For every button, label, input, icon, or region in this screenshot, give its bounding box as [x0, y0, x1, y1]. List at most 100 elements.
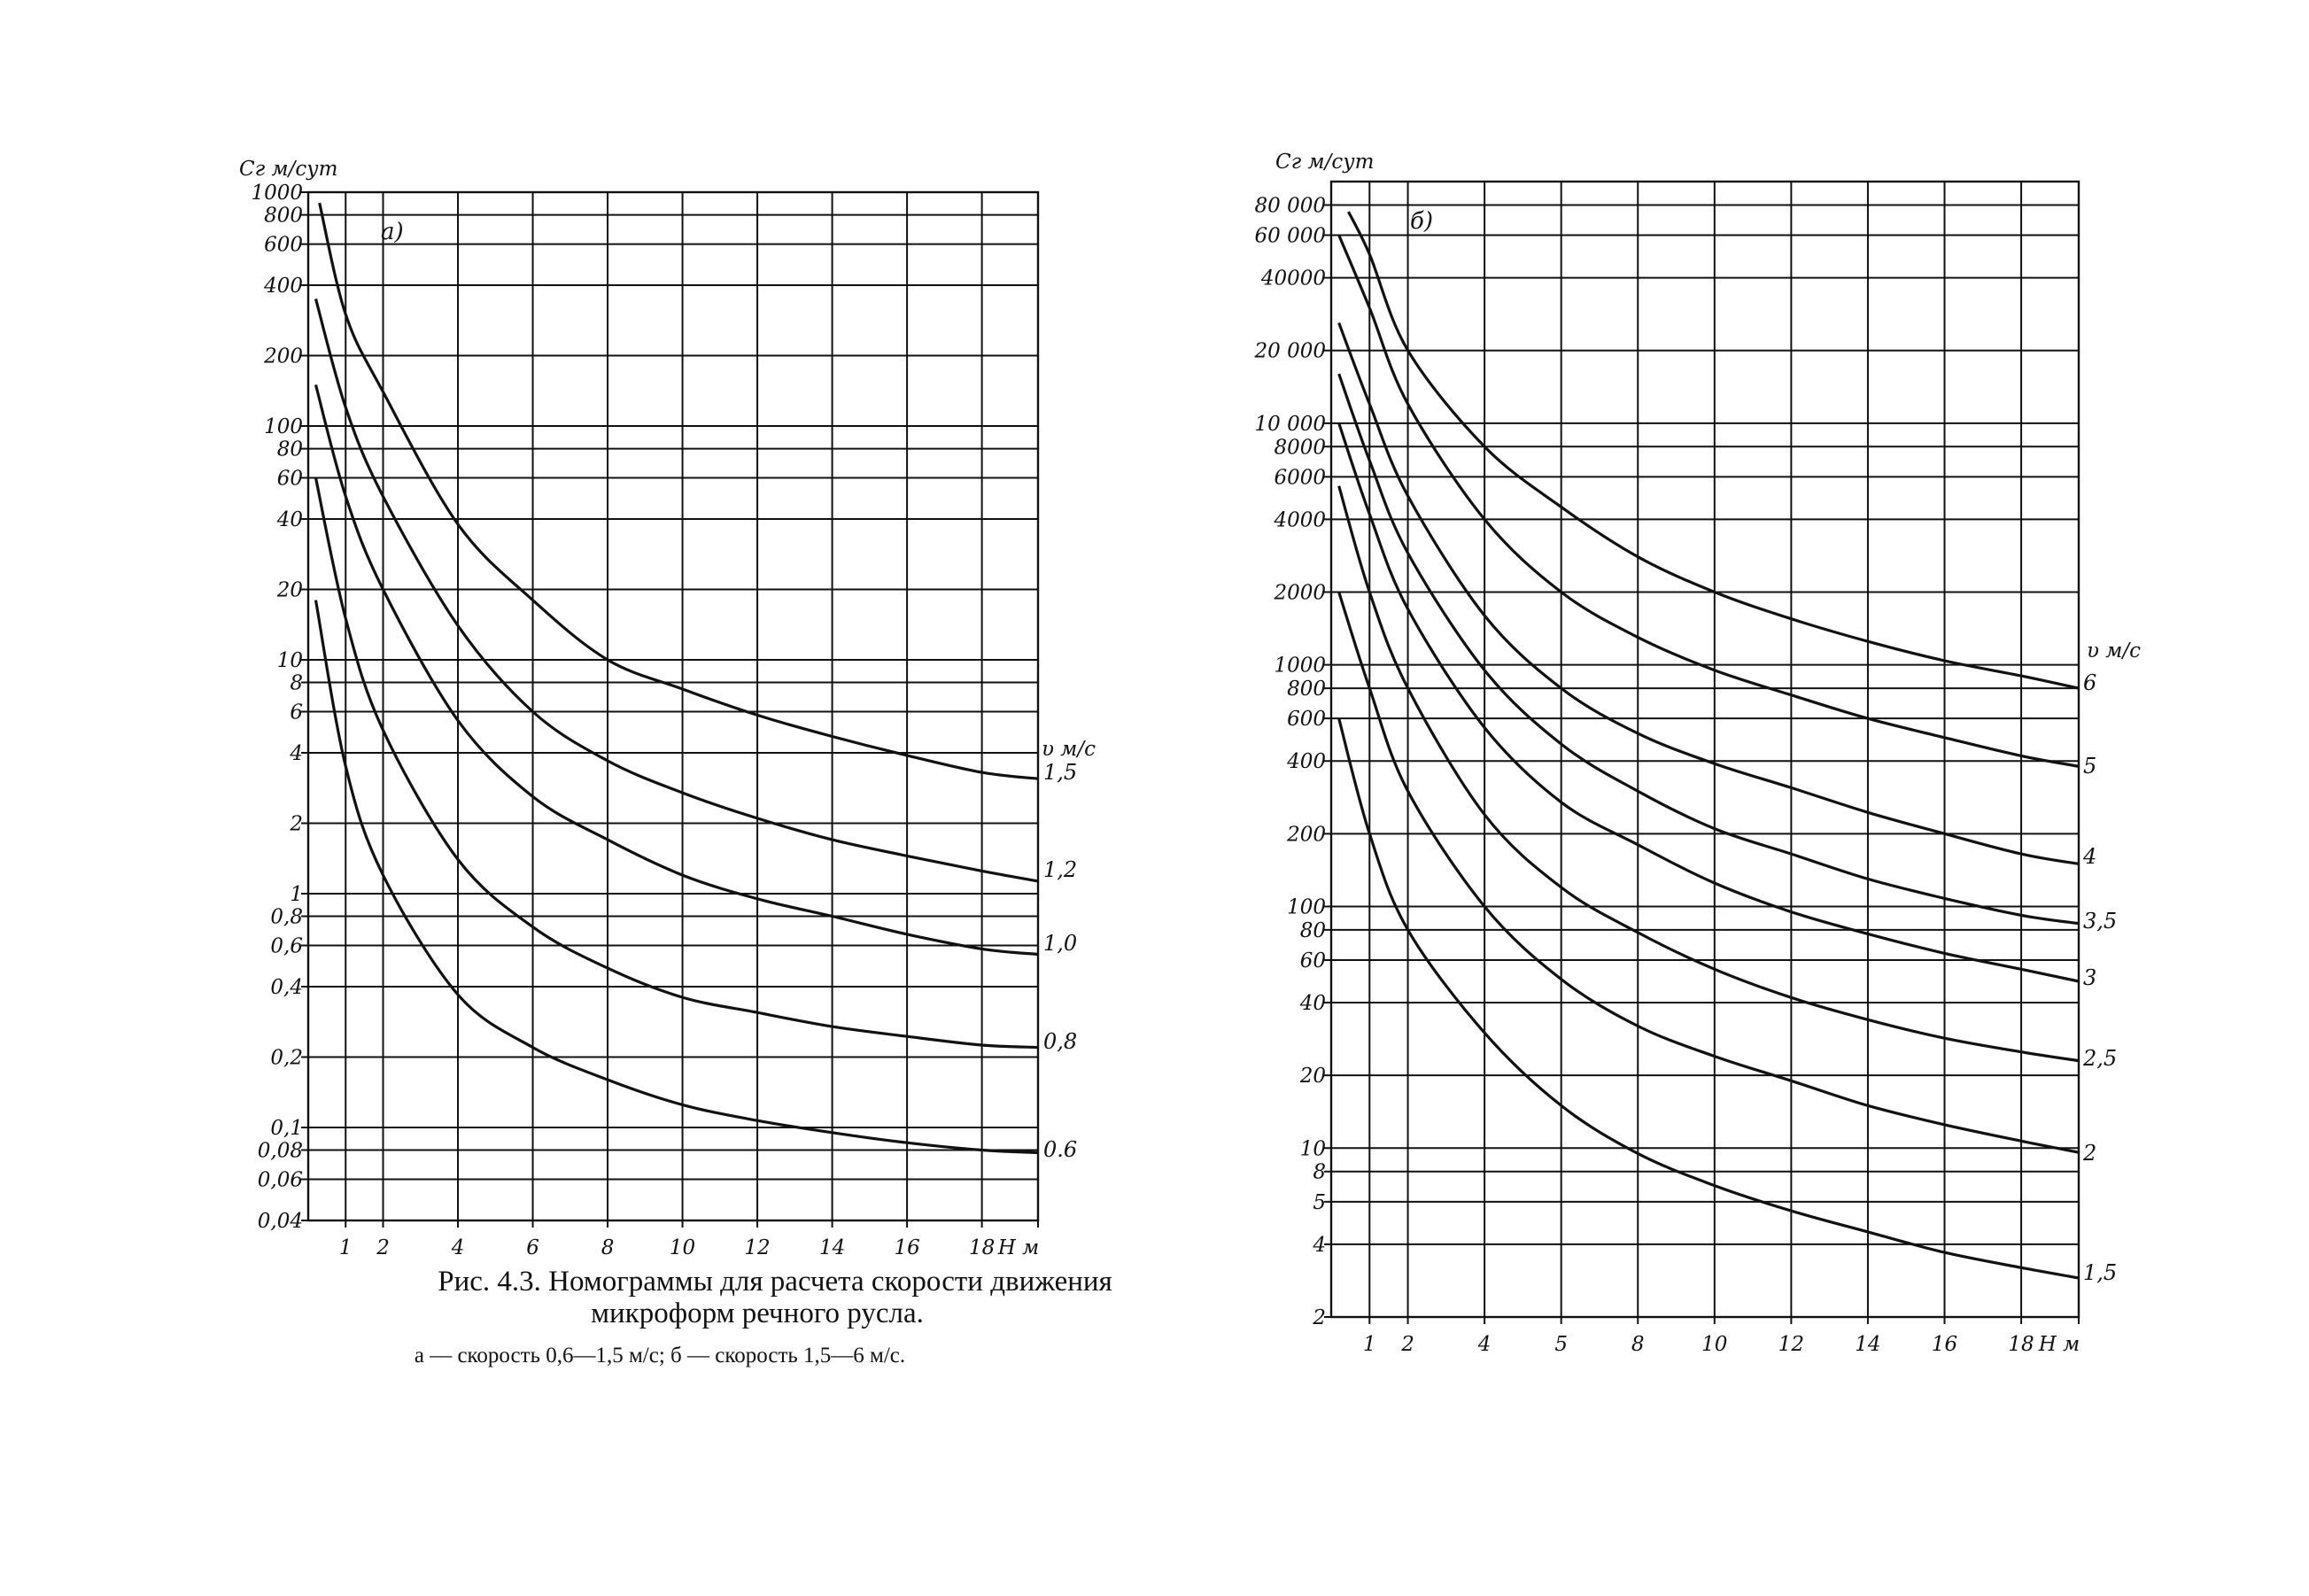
figure-caption: Рис. 4.3. Номограммы для расчета скорост… [415, 1266, 1112, 1367]
series-curve [1337, 373, 2080, 926]
y-tick-label: 0,04 [258, 1210, 303, 1233]
caption-line-2: микроформ речного русла. [591, 1298, 924, 1329]
y-tick-label: 0,06 [258, 1169, 303, 1192]
y-tick-label: 200 [1286, 823, 1326, 846]
series-label: 1,5 [2083, 1260, 2117, 1285]
x-tick-label: 8 [1631, 1333, 1645, 1356]
series-label: 0,8 [1043, 1029, 1077, 1054]
series-curve [314, 384, 1039, 957]
series-curve [1337, 717, 2080, 1280]
x-tick-label: 1 [1363, 1333, 1376, 1356]
x-tick-label: 16 [1932, 1333, 1957, 1356]
y-tick-label: 0,8 [270, 906, 303, 929]
y-tick-label: 4000 [1273, 508, 1326, 531]
series-curve [318, 202, 1039, 780]
series-label: 6 [2083, 670, 2096, 695]
y-tick-label: 0,2 [270, 1046, 303, 1069]
series-label: 3 [2083, 965, 2096, 990]
series-curve [1337, 485, 2080, 1063]
y-tick-label: 2000 [1273, 582, 1326, 605]
series-label: 3,5 [2083, 909, 2117, 934]
x-tick-label: 10 [670, 1236, 695, 1259]
y-tick-label: 100 [264, 415, 303, 438]
series-curve [1337, 322, 2080, 865]
series-label: 1,5 [1043, 760, 1077, 785]
caption-line-1: Рис. 4.3. Номограммы для расчета скорост… [438, 1266, 1112, 1298]
series-curve [1337, 234, 2080, 768]
x-tick-label: 2 [1400, 1333, 1414, 1356]
series-curve [314, 600, 1039, 1154]
x-tick-label: 12 [1778, 1333, 1804, 1356]
series-curve [1347, 211, 2080, 690]
y-tick-label: 400 [1286, 750, 1326, 773]
y-tick-label: 0,4 [270, 976, 303, 999]
x-tick-label: 14 [1855, 1333, 1880, 1356]
series-label: 5 [2083, 754, 2096, 779]
y-tick-label: 5 [1313, 1191, 1326, 1214]
legend-title: υ м/с [1042, 738, 1096, 761]
y-tick-label: 0,1 [270, 1117, 303, 1140]
series-label: 4 [2082, 844, 2096, 869]
y-tick-label: 6 [290, 701, 303, 724]
y-tick-label: 80 000 [1255, 194, 1326, 217]
y-tick-label: 8000 [1274, 436, 1326, 459]
x-tick-label: 16 [894, 1236, 919, 1259]
x-tick-label: 6 [526, 1236, 539, 1259]
y-tick-label: 20 [1299, 1065, 1326, 1088]
x-tick-label: 12 [744, 1236, 770, 1259]
caption-line-3: а — скорость 0,6—1,5 м/с; б — скорость 1… [415, 1344, 905, 1367]
plot-frame [306, 190, 1040, 1222]
y-tick-label: 10 [277, 649, 303, 672]
y-tick-label: 60 [277, 468, 303, 491]
series-curve [1337, 422, 2080, 983]
x-tick-label: 4 [451, 1236, 465, 1259]
y-tick-label: 600 [264, 234, 303, 257]
x-tick-label: 4 [1477, 1333, 1492, 1356]
plot-frame [1329, 180, 2080, 1319]
legend-title: υ м/с [2087, 639, 2141, 662]
y-tick-label: 60 000 [1255, 225, 1326, 248]
x-axis-title: Н м [2038, 1333, 2080, 1356]
y-tick-label: 8 [290, 672, 303, 695]
y-tick-label: 100 [1287, 895, 1326, 918]
y-tick-label: 600 [1287, 708, 1326, 731]
y-tick-label: 20 [276, 579, 303, 602]
series-label: 2 [2082, 1141, 2096, 1166]
y-tick-label: 80 [1300, 919, 1326, 942]
y-tick-label: 0,6 [270, 935, 303, 958]
y-tick-label: 2 [1312, 1306, 1326, 1329]
x-tick-label: 14 [819, 1236, 845, 1259]
x-tick-label: 10 [1701, 1333, 1727, 1356]
y-axis-title: Сг м/сут [1275, 151, 1374, 174]
y-tick-label: 40 [1299, 992, 1326, 1015]
x-tick-label: 18 [969, 1236, 995, 1259]
x-tick-label: 1 [339, 1236, 353, 1259]
x-axis-title: Н м [997, 1236, 1039, 1259]
y-tick-label: 800 [1287, 678, 1326, 701]
panel-letter: б) [1410, 208, 1433, 235]
series-curve [1337, 592, 2080, 1154]
y-tick-label: 400 [263, 275, 303, 298]
y-tick-label: 6000 [1274, 466, 1326, 489]
series-curve [314, 298, 1039, 883]
y-tick-label: 1000 [251, 182, 303, 205]
x-tick-label: 5 [1554, 1333, 1568, 1356]
y-tick-label: 0,08 [258, 1140, 303, 1163]
y-tick-label: 1 [290, 883, 303, 906]
y-tick-label: 8 [1313, 1161, 1326, 1184]
y-tick-label: 4 [1312, 1234, 1326, 1257]
y-tick-label: 200 [263, 345, 303, 368]
x-tick-label: 18 [2008, 1333, 2034, 1356]
nomogram-a: 1 2 4 6 8 10 12 14 16 18 Н м1000800600400200100806… [239, 158, 1096, 1259]
y-axis-title: Сг м/сут [239, 158, 337, 181]
y-tick-label: 40000 [1260, 267, 1326, 291]
y-tick-label: 10 000 [1255, 413, 1326, 436]
series-label: 1,0 [1043, 931, 1077, 956]
y-tick-label: 20 000 [1254, 340, 1326, 363]
x-tick-label: 8 [601, 1236, 615, 1259]
series-label: 1,2 [1043, 857, 1077, 882]
x-tick-label: 2 [376, 1236, 390, 1259]
series-label: 2,5 [2082, 1046, 2117, 1071]
